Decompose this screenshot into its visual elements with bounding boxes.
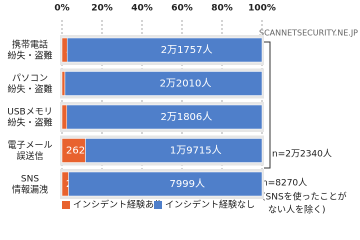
y-tick-label: 携帯電話 — [12, 39, 48, 51]
value-label: 1万9715人 — [170, 145, 222, 157]
bar — [68, 171, 263, 197]
annotation: ない人を除く) — [268, 204, 326, 216]
annotation: (SNSを使ったことが — [262, 191, 347, 203]
y-tick-label: 誤送信 — [16, 150, 43, 162]
x-tick-label: 20% — [91, 4, 113, 14]
value-label: 7999人 — [170, 178, 205, 190]
x-tick-label: 100% — [248, 4, 276, 14]
value-label: 2万1806人 — [160, 111, 212, 123]
y-tick-label: 紛失・盗難 — [7, 117, 52, 129]
value-label: 2万2010人 — [160, 78, 212, 90]
x-tick-label: 60% — [171, 4, 193, 14]
bar — [61, 71, 66, 96]
x-tick-label: 80% — [211, 4, 233, 14]
legend-label: インシデント経験あり — [73, 199, 163, 211]
annotation: n=2万2340人 — [272, 149, 332, 160]
bar — [85, 138, 263, 163]
y-tick-label: USBメモリ — [7, 108, 52, 118]
x-tick-label: 40% — [131, 4, 153, 14]
watermark: SCANNETSECURITY.NE.JP — [259, 29, 358, 38]
bar — [64, 71, 263, 96]
y-tick-label: 情報漏洩 — [12, 184, 48, 196]
y-tick-label: SNS — [21, 175, 39, 185]
legend-swatch — [62, 201, 70, 209]
y-tick-label: パソコン — [12, 73, 48, 84]
bracket — [264, 41, 271, 169]
y-tick-label: 紛失・盗難 — [7, 50, 52, 62]
value-label: 2万1757人 — [161, 44, 213, 56]
annotation: n=8270人 — [262, 178, 307, 189]
legend-swatch — [154, 201, 162, 209]
bar — [66, 104, 263, 130]
legend-label: インシデント経験なし — [165, 199, 255, 211]
x-tick-label: 0% — [54, 4, 69, 14]
bar — [66, 37, 263, 63]
y-tick-label: 電子メール — [7, 140, 52, 151]
y-tick-label: 紛失・盗難 — [7, 83, 52, 95]
